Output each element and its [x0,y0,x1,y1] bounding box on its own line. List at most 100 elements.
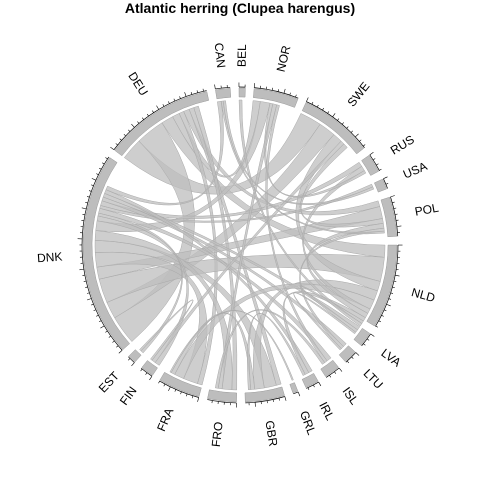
sector-label-fra: FRA [154,406,176,434]
ribbon-layer [94,99,386,391]
axis-tick-deu [110,146,115,151]
axis-tick-nor [289,92,291,96]
axis-tick-ltu [355,352,360,356]
axis-tick-irl [307,387,310,391]
axis-tick-dnk [79,268,84,271]
sector-arc-isl [320,359,339,377]
sector-axis-grl [293,391,299,395]
axis-tick-dnk [98,167,102,170]
axis-tick-swe [322,107,324,111]
sector-axis-deu [113,90,207,150]
axis-tick-nld [395,274,400,277]
axis-tick-fra [168,386,171,392]
ribbon-dnk-irl [104,189,313,374]
axis-tick-irl [318,381,322,387]
axis-tick-can [214,84,216,89]
axis-tick-fra [191,395,194,399]
sector-axis-fra [159,380,199,398]
axis-tick-deu [184,92,187,97]
sector-label-ltu: LTU [361,366,386,391]
axis-tick-nor [277,89,280,92]
axis-tick-est [128,358,131,361]
axis-tick-gbr [284,396,287,401]
ribbon-dnk-can [105,100,224,206]
ribbon-fro-isl [215,309,326,389]
axis-tick-dnk [81,207,87,210]
axis-tick-fra [163,383,166,387]
axis-tick-fin [140,368,143,372]
ribbon-lva-ltu [293,292,357,351]
axis-tick-dnk [86,292,90,294]
axis-tick-dnk [83,280,87,282]
axis-tick-dnk [116,345,119,348]
axis-tick-deu [115,143,118,146]
axis-tick-deu [137,121,140,124]
axis-tick-gbr [278,398,280,401]
axis-tick-fra [158,380,160,384]
sector-label-grl: GRL [297,409,319,437]
axis-tick-dnk [105,157,108,160]
sector-label-bel: BEL [235,44,249,67]
axis-tick-dnk [88,190,92,192]
axis-tick-swe [327,111,330,114]
sector-label-usa: USA [401,159,429,181]
axis-tick-deu [152,110,154,113]
ribbon-nld-pol [306,223,385,319]
sector-arc-ltu [338,345,356,362]
axis-tick-swe [363,144,366,147]
sector-label-lva: LVA [378,346,403,370]
sector-arc-deu [114,91,210,157]
axis-tick-isl [334,371,337,374]
ribbon-deu-fra [178,111,218,386]
axis-tick-deu [128,129,131,132]
sector-arc-lva [353,327,371,346]
ribbon-swe-pol [300,143,384,228]
sector-arc-swe [301,102,365,155]
axis-tick-rus [369,152,374,156]
axis-tick-swe [337,118,340,121]
sector-arc-gbr [244,386,285,403]
axis-tick-est [131,362,135,367]
axis-tick-dnk [91,303,94,306]
ribbon-bel-nld [238,99,363,327]
axis-tick-grl [297,391,301,397]
axis-tick-deu [123,133,126,137]
sector-axis-nor [254,87,299,99]
axis-tick-dnk [118,350,123,354]
axis-tick-lva [363,343,366,346]
axis-tick-pol [396,225,402,227]
axis-tick-swe [346,126,349,129]
sector-label-can: CAN [212,42,229,69]
axis-tick-fin [145,372,148,375]
sector-axis-rus [369,154,380,171]
sector-label-irl: IRL [316,400,337,423]
sector-arc-nor [253,88,299,108]
axis-tick-ltu [346,360,350,364]
sector-axis-nld [375,245,399,327]
axis-tick-dnk [86,298,92,301]
sector-axis-fin [140,368,153,377]
axis-tick-deu [202,88,204,92]
axis-tick-deu [196,90,198,93]
sector-label-dnk: DNK [37,249,63,265]
axis-tick-deu [162,104,165,107]
axis-tick-dnk [102,162,105,165]
axis-tick-rus [376,163,379,166]
axis-tick-fra [186,393,188,397]
axis-tick-swe [350,130,354,133]
sector-arc-fin [141,360,158,376]
axis-tick-deu [179,96,181,99]
axis-tick-nld [388,298,392,300]
ribbon-dnk-isl [98,207,332,362]
axis-tick-dnk [86,196,90,198]
axis-tick-dnk [93,309,96,312]
axis-tick-dnk [85,286,88,288]
axis-tick-usa [383,176,388,179]
axis-tick-nld [381,315,384,317]
axis-tick-lva [370,333,375,337]
sector-arc-nld [366,244,398,327]
sector-arc-fro [207,389,237,403]
sector-axis-est [127,356,135,363]
